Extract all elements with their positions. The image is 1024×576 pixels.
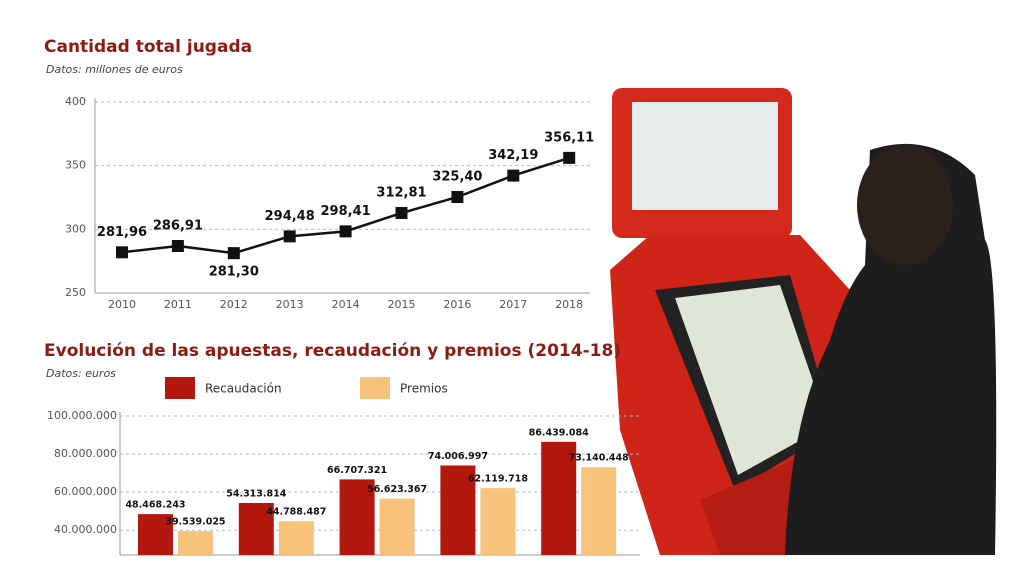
y-tick-label: 80.000.000	[54, 447, 117, 460]
value-label: 325,40	[432, 169, 482, 184]
value-label: 54.313.814	[226, 488, 286, 499]
legend-label: Premios	[400, 382, 448, 396]
y-tick-label: 100.000.000	[47, 409, 117, 422]
bar	[379, 498, 415, 555]
y-tick-label: 300	[65, 222, 86, 235]
chart-subtitle: Datos: euros	[46, 367, 116, 380]
value-label: 48.468.243	[125, 500, 185, 511]
x-tick-label: 2015	[388, 298, 416, 311]
legend-label: Recaudación	[205, 382, 282, 396]
value-label: 356,11	[544, 130, 594, 145]
y-tick-label: 350	[65, 159, 86, 172]
kiosk-display	[632, 102, 778, 210]
marker	[283, 230, 296, 243]
bar	[339, 479, 375, 555]
value-label: 39.539.025	[165, 517, 225, 528]
y-tick-label: 40.000.000	[54, 523, 117, 536]
chart-subtitle: Datos: millones de euros	[46, 63, 183, 76]
value-label: 73.140.448	[569, 453, 629, 464]
bar	[581, 467, 617, 555]
value-label: 56.623.367	[367, 484, 427, 495]
value-label: 74.006.997	[428, 451, 488, 462]
legend-swatch	[165, 377, 195, 399]
legend-swatch	[360, 377, 390, 399]
value-label: 312,81	[376, 186, 426, 201]
bar	[138, 514, 173, 555]
value-label: 86.439.084	[529, 427, 589, 438]
marker	[563, 151, 576, 164]
kiosk-screen	[675, 285, 828, 475]
marker	[116, 246, 128, 259]
x-tick-label: 2013	[276, 298, 304, 311]
y-tick-label: 400	[65, 95, 86, 108]
x-tick-label: 2010	[108, 298, 136, 311]
y-tick-label: 250	[65, 286, 86, 299]
value-label: 281,96	[97, 225, 147, 240]
marker	[395, 207, 408, 220]
chart-title: Cantidad total jugada	[44, 37, 252, 57]
x-tick-label: 2016	[443, 298, 471, 311]
photo	[610, 88, 997, 555]
bar	[278, 521, 314, 555]
value-label: 62.119.718	[468, 474, 528, 485]
marker	[171, 240, 184, 253]
bar	[238, 502, 274, 555]
value-label: 281,30	[209, 265, 259, 280]
person-head	[857, 145, 953, 265]
x-tick-label: 2017	[499, 298, 527, 311]
x-tick-label: 2012	[220, 298, 248, 311]
value-label: 66.707.321	[327, 465, 387, 476]
person	[785, 143, 997, 555]
marker	[507, 169, 520, 182]
bar	[480, 488, 516, 555]
marker	[339, 225, 352, 238]
x-tick-label: 2014	[332, 298, 360, 311]
value-label: 44.788.487	[266, 507, 326, 518]
value-label: 286,91	[153, 219, 203, 234]
value-label: 342,19	[488, 148, 538, 163]
marker	[227, 247, 240, 260]
bar	[440, 465, 476, 555]
x-tick-label: 2018	[555, 298, 583, 311]
x-tick-label: 2011	[164, 298, 192, 311]
chart-title: Evolución de las apuestas, recaudación y…	[44, 341, 621, 361]
bar	[178, 531, 213, 555]
value-label: 294,48	[265, 209, 315, 224]
y-tick-label: 60.000.000	[54, 485, 117, 498]
marker	[451, 190, 464, 203]
bar	[541, 441, 577, 555]
value-label: 298,41	[321, 204, 371, 219]
